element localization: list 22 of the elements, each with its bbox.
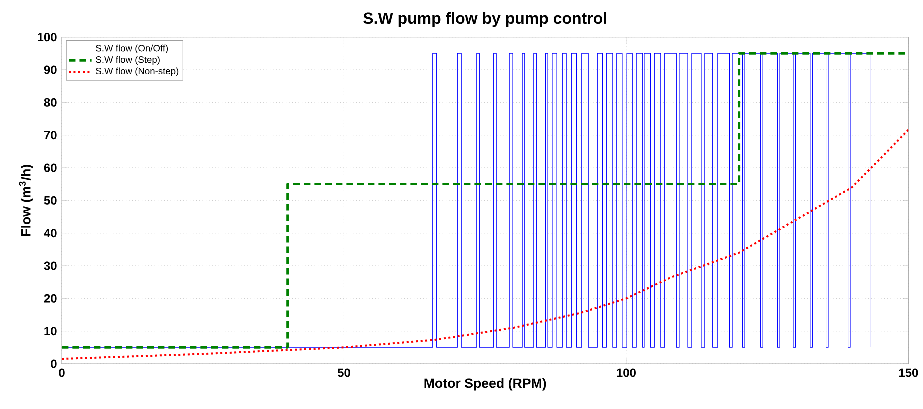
y-tick-label: 100 <box>38 33 57 42</box>
y-tick-label: 30 <box>44 262 57 270</box>
chart-title: S.W pump flow by pump control <box>364 12 606 28</box>
x-axis-title: Motor Speed (RPM) <box>424 378 546 391</box>
y-tick-label: 50 <box>44 196 57 205</box>
legend-label: S.W flow (Non-step) <box>96 68 179 76</box>
y-tick-label: 40 <box>44 229 57 238</box>
line-series <box>62 129 909 360</box>
legend-label: S.W flow (Step) <box>96 56 160 65</box>
y-tick-label: 90 <box>44 66 57 74</box>
x-tick-label: 100 <box>617 368 636 378</box>
y-tick-label: 80 <box>44 98 57 107</box>
legend-label: S.W flow (On/Off) <box>96 44 168 54</box>
x-tick-label: 50 <box>338 368 350 378</box>
y-axis-title: Flow (m$^{3}$/h) <box>19 165 34 236</box>
y-tick-label: 70 <box>44 131 57 140</box>
y-tick-label: 20 <box>44 294 57 303</box>
x-tick-label: 150 <box>899 368 918 378</box>
y-tick-label: 60 <box>44 164 57 172</box>
y-tick-label: 10 <box>44 327 57 336</box>
x-tick-label: 0 <box>59 368 65 378</box>
y-tick-label: 0 <box>51 360 57 368</box>
